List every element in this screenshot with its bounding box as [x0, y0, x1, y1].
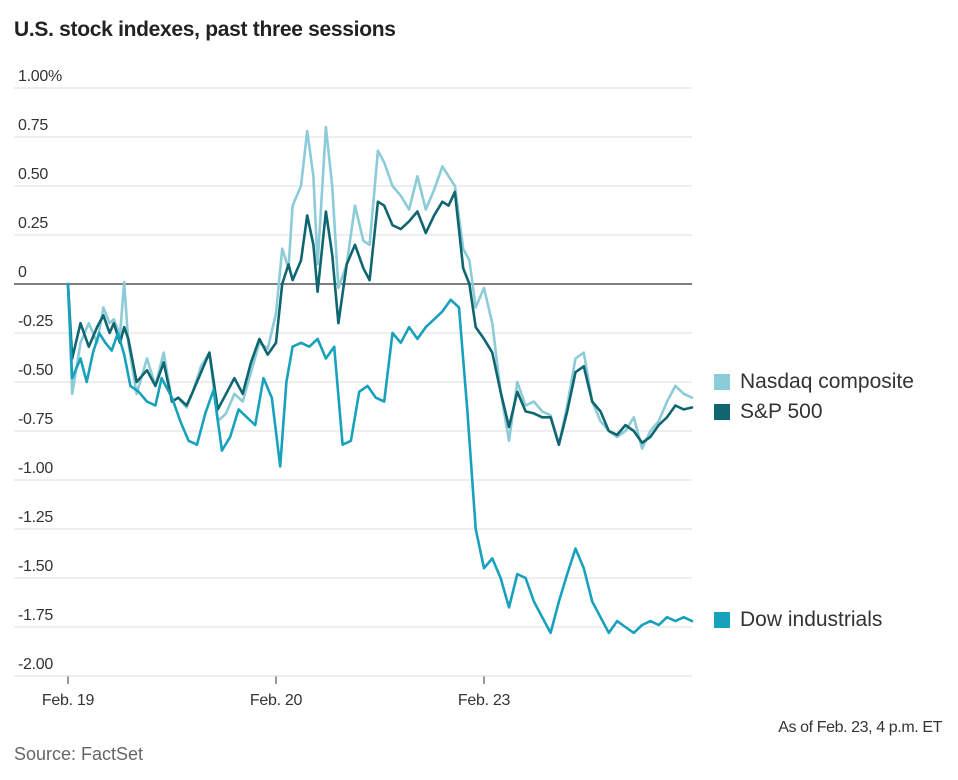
y-tick-label: -2.00: [18, 656, 53, 673]
y-axis-ticks: 1.00% 0.75 0.50 0.25 0 -0.25 -0.50 -0.75 -1.00 -1…: [18, 68, 62, 673]
legend-label-nasdaq: Nasdaq composite: [740, 370, 914, 393]
source-note: Source: FactSet: [14, 744, 144, 764]
legend-swatch-dow: [714, 612, 730, 628]
x-tick-label: Feb. 20: [250, 692, 303, 709]
y-tick-label: 0: [18, 264, 27, 281]
series-line-dow-industrials: [66, 282, 694, 635]
legend-label-sp500: S&P 500: [740, 400, 823, 423]
chart-title: U.S. stock indexes, past three sessions: [14, 18, 396, 41]
x-tick-label: Feb. 23: [458, 692, 511, 709]
y-tick-label: -0.25: [18, 313, 53, 330]
y-tick-label: -0.75: [18, 411, 53, 428]
legend-label-dow: Dow industrials: [740, 608, 883, 631]
y-tick-label: 0.50: [18, 166, 48, 183]
series-lines: [66, 125, 694, 635]
y-tick-label: 0.75: [18, 117, 48, 134]
series-line-s-p-500: [66, 190, 694, 446]
y-tick-label: 1.00%: [18, 68, 62, 85]
y-tick-label: -1.00: [18, 460, 53, 477]
legend-swatch-sp500: [714, 404, 730, 420]
x-tick-label: Feb. 19: [42, 692, 95, 709]
legend-item-dow: Dow industrials: [714, 608, 882, 632]
y-tick-label: -1.75: [18, 607, 53, 624]
y-tick-label: -0.50: [18, 362, 53, 379]
y-tick-label: -1.25: [18, 509, 53, 526]
y-tick-label: 0.25: [18, 215, 48, 232]
legend-item-sp500: S&P 500: [714, 400, 823, 424]
y-tick-label: -1.50: [18, 558, 53, 575]
legend-swatch-nasdaq: [714, 374, 730, 390]
timestamp-note: As of Feb. 23, 4 p.m. ET: [778, 719, 942, 736]
legend-item-nasdaq: Nasdaq composite: [714, 370, 914, 394]
gridlines: [14, 87, 692, 677]
series-line-nasdaq-composite: [66, 125, 694, 450]
x-axis-ticks: Feb. 19 Feb. 20 Feb. 23: [14, 675, 692, 709]
